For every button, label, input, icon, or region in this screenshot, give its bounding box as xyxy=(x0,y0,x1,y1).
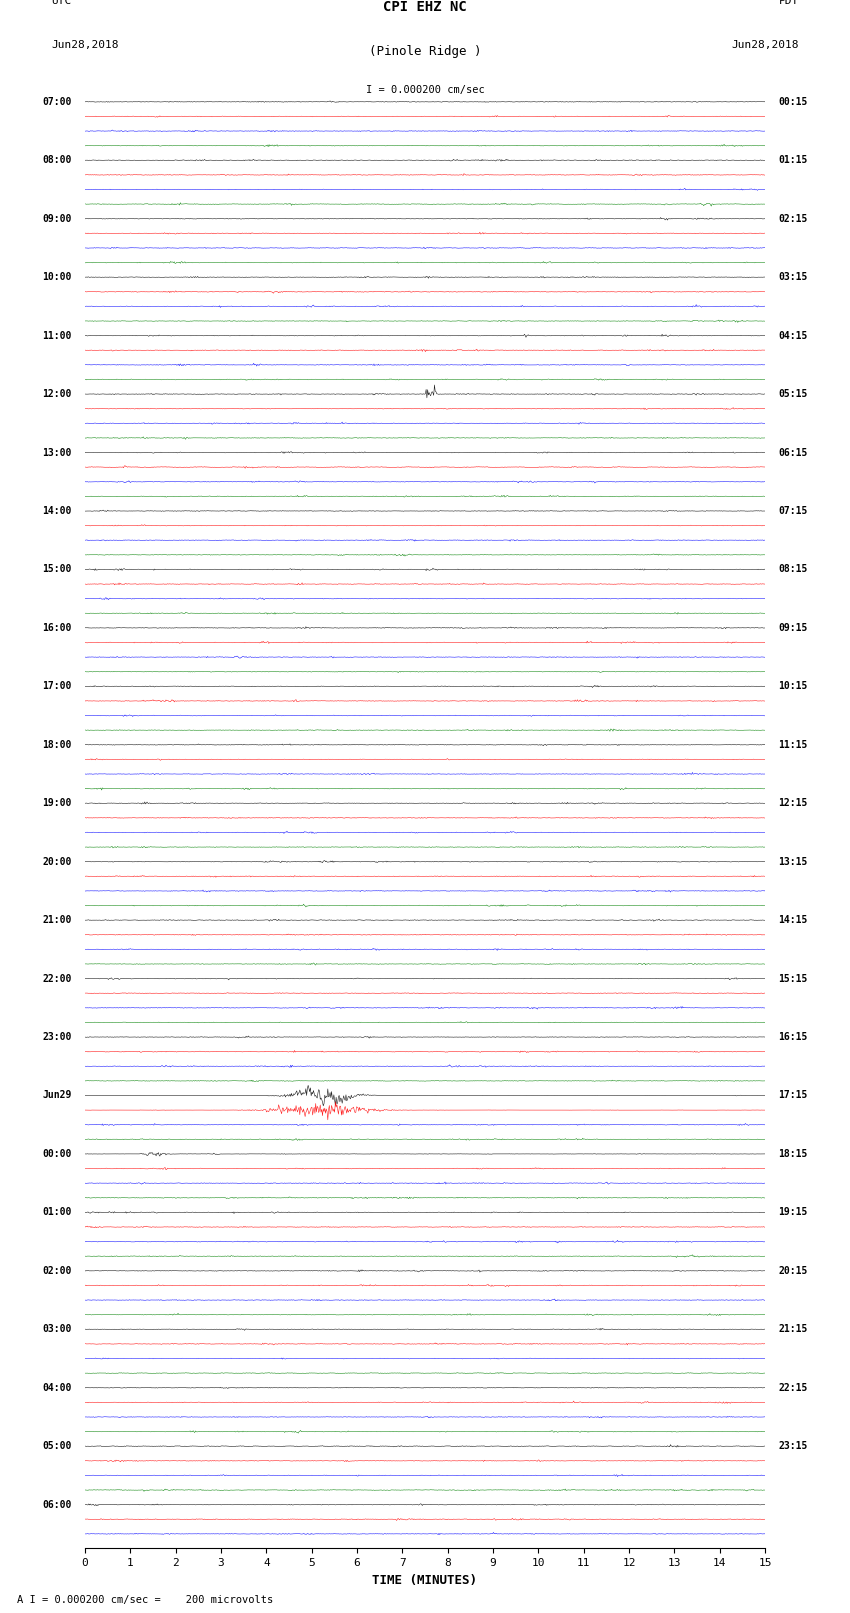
Text: 06:00: 06:00 xyxy=(42,1500,71,1510)
Text: 01:00: 01:00 xyxy=(42,1208,71,1218)
Text: 13:00: 13:00 xyxy=(42,447,71,458)
Text: 18:00: 18:00 xyxy=(42,740,71,750)
Text: 03:15: 03:15 xyxy=(779,273,808,282)
Text: 14:15: 14:15 xyxy=(779,915,808,926)
Text: 23:15: 23:15 xyxy=(779,1440,808,1452)
Text: 13:15: 13:15 xyxy=(779,857,808,866)
X-axis label: TIME (MINUTES): TIME (MINUTES) xyxy=(372,1574,478,1587)
Text: 07:15: 07:15 xyxy=(779,506,808,516)
Text: A I = 0.000200 cm/sec =    200 microvolts: A I = 0.000200 cm/sec = 200 microvolts xyxy=(17,1595,273,1605)
Text: 08:00: 08:00 xyxy=(42,155,71,165)
Text: UTC: UTC xyxy=(51,0,71,6)
Text: 17:00: 17:00 xyxy=(42,681,71,692)
Text: 09:15: 09:15 xyxy=(779,623,808,632)
Text: 02:15: 02:15 xyxy=(779,213,808,224)
Text: 08:15: 08:15 xyxy=(779,565,808,574)
Text: 21:00: 21:00 xyxy=(42,915,71,926)
Text: 10:15: 10:15 xyxy=(779,681,808,692)
Text: 21:15: 21:15 xyxy=(779,1324,808,1334)
Text: CPI EHZ NC: CPI EHZ NC xyxy=(383,0,467,13)
Text: (Pinole Ridge ): (Pinole Ridge ) xyxy=(369,45,481,58)
Text: PDT: PDT xyxy=(779,0,799,6)
Text: 22:00: 22:00 xyxy=(42,974,71,984)
Text: 16:00: 16:00 xyxy=(42,623,71,632)
Text: 06:15: 06:15 xyxy=(779,447,808,458)
Text: 12:15: 12:15 xyxy=(779,798,808,808)
Text: Jun29: Jun29 xyxy=(42,1090,71,1100)
Text: I = 0.000200 cm/sec: I = 0.000200 cm/sec xyxy=(366,85,484,95)
Text: 02:00: 02:00 xyxy=(42,1266,71,1276)
Text: 23:00: 23:00 xyxy=(42,1032,71,1042)
Text: 01:15: 01:15 xyxy=(779,155,808,165)
Text: 22:15: 22:15 xyxy=(779,1382,808,1392)
Text: 04:00: 04:00 xyxy=(42,1382,71,1392)
Text: 00:00: 00:00 xyxy=(42,1148,71,1158)
Text: 10:00: 10:00 xyxy=(42,273,71,282)
Text: Jun28,2018: Jun28,2018 xyxy=(51,40,118,50)
Text: 07:00: 07:00 xyxy=(42,97,71,106)
Text: 15:00: 15:00 xyxy=(42,565,71,574)
Text: 16:15: 16:15 xyxy=(779,1032,808,1042)
Text: 11:15: 11:15 xyxy=(779,740,808,750)
Text: Jun28,2018: Jun28,2018 xyxy=(732,40,799,50)
Text: 17:15: 17:15 xyxy=(779,1090,808,1100)
Text: 19:00: 19:00 xyxy=(42,798,71,808)
Text: 09:00: 09:00 xyxy=(42,213,71,224)
Text: 20:15: 20:15 xyxy=(779,1266,808,1276)
Text: 20:00: 20:00 xyxy=(42,857,71,866)
Text: 03:00: 03:00 xyxy=(42,1324,71,1334)
Text: 11:00: 11:00 xyxy=(42,331,71,340)
Text: 05:00: 05:00 xyxy=(42,1440,71,1452)
Text: 18:15: 18:15 xyxy=(779,1148,808,1158)
Text: 12:00: 12:00 xyxy=(42,389,71,398)
Text: 05:15: 05:15 xyxy=(779,389,808,398)
Text: 14:00: 14:00 xyxy=(42,506,71,516)
Text: 04:15: 04:15 xyxy=(779,331,808,340)
Text: 15:15: 15:15 xyxy=(779,974,808,984)
Text: 00:15: 00:15 xyxy=(779,97,808,106)
Text: 19:15: 19:15 xyxy=(779,1208,808,1218)
